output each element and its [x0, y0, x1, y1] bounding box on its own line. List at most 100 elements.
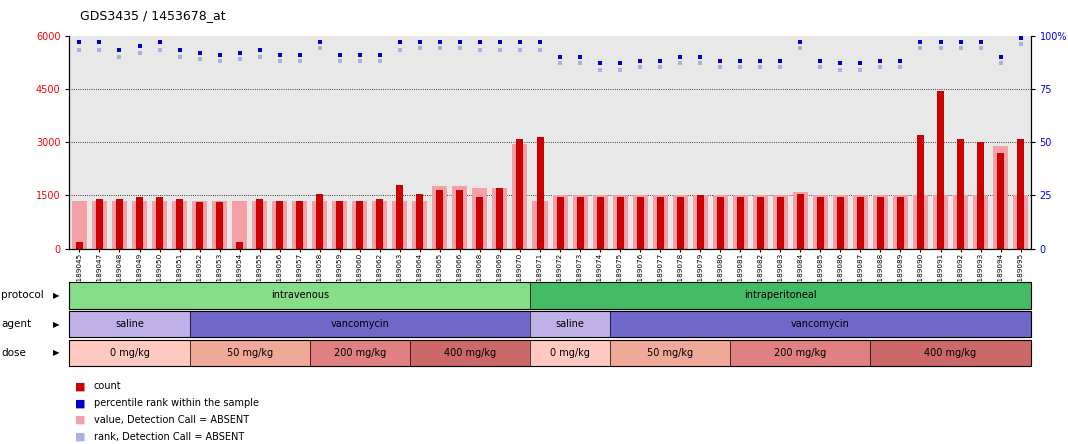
Point [732, 64, 749, 71]
Point [852, 66, 869, 73]
Bar [957, 139, 964, 249]
Point [571, 53, 588, 60]
Point [311, 38, 328, 45]
Point [592, 66, 609, 73]
Point [791, 38, 808, 45]
Point [171, 53, 188, 60]
Bar [696, 195, 704, 249]
Bar [252, 201, 267, 249]
Bar [797, 194, 804, 249]
Bar [653, 195, 668, 249]
Text: 0 mg/kg: 0 mg/kg [110, 348, 150, 358]
Point [871, 64, 889, 71]
Bar [977, 142, 984, 249]
Bar [517, 139, 523, 249]
Bar [572, 195, 587, 249]
Text: ■: ■ [75, 398, 85, 408]
Point [512, 38, 529, 45]
Point [651, 64, 669, 71]
Bar [373, 201, 388, 249]
Point [892, 58, 909, 65]
Point [292, 58, 309, 65]
Bar [693, 195, 708, 249]
Point [211, 58, 229, 65]
Text: percentile rank within the sample: percentile rank within the sample [94, 398, 258, 408]
Text: ■: ■ [75, 432, 85, 442]
Point [471, 38, 488, 45]
Point [131, 49, 148, 56]
Text: protocol: protocol [1, 290, 44, 300]
Text: ■: ■ [75, 415, 85, 425]
Point [972, 38, 989, 45]
Bar [973, 195, 988, 249]
Bar [897, 197, 904, 249]
Text: 400 mg/kg: 400 mg/kg [444, 348, 496, 358]
Point [491, 38, 508, 45]
Point [932, 38, 949, 45]
Text: 200 mg/kg: 200 mg/kg [774, 348, 827, 358]
Text: agent: agent [1, 319, 31, 329]
Point [952, 45, 969, 52]
Point [351, 51, 368, 58]
Bar [272, 201, 287, 249]
Bar [913, 195, 928, 249]
Point [311, 45, 328, 52]
Point [331, 58, 348, 65]
Bar [536, 137, 544, 249]
Bar [412, 201, 427, 249]
Point [231, 56, 248, 63]
Text: 400 mg/kg: 400 mg/kg [925, 348, 976, 358]
Text: ■: ■ [75, 381, 85, 391]
Bar [753, 195, 768, 249]
Bar [813, 195, 828, 249]
Bar [296, 201, 303, 249]
Point [411, 45, 428, 52]
Point [271, 51, 288, 58]
Bar [216, 202, 223, 249]
Bar [476, 197, 484, 249]
Bar [417, 194, 423, 249]
Bar [472, 188, 487, 249]
Text: ▶: ▶ [53, 349, 60, 357]
Point [70, 47, 88, 54]
Text: GDS3435 / 1453678_at: GDS3435 / 1453678_at [80, 9, 225, 22]
Bar [677, 197, 684, 249]
Bar [513, 144, 528, 249]
Point [151, 38, 168, 45]
Point [772, 58, 789, 65]
Bar [112, 201, 127, 249]
Point [70, 38, 88, 45]
Point [571, 59, 588, 67]
Bar [556, 197, 564, 249]
Bar [312, 201, 327, 249]
Point [211, 51, 229, 58]
Point [391, 47, 408, 54]
Bar [376, 199, 383, 249]
Point [171, 47, 188, 54]
Text: ▶: ▶ [53, 291, 60, 300]
Bar [92, 201, 107, 249]
Bar [552, 195, 567, 249]
Point [551, 59, 568, 67]
Point [992, 53, 1009, 60]
Bar [1017, 139, 1024, 249]
Bar [673, 195, 688, 249]
Point [692, 59, 709, 67]
Bar [893, 195, 908, 249]
Bar [792, 192, 807, 249]
Point [452, 38, 469, 45]
Point [592, 59, 609, 67]
Bar [533, 201, 548, 249]
Point [151, 47, 168, 54]
Bar [837, 197, 844, 249]
Bar [132, 201, 147, 249]
Bar [917, 135, 924, 249]
Point [251, 53, 268, 60]
Bar [232, 201, 247, 249]
Text: intravenous: intravenous [270, 290, 329, 300]
Bar [437, 190, 443, 249]
Point [752, 58, 769, 65]
Point [512, 47, 529, 54]
Point [732, 58, 749, 65]
Bar [116, 199, 123, 249]
